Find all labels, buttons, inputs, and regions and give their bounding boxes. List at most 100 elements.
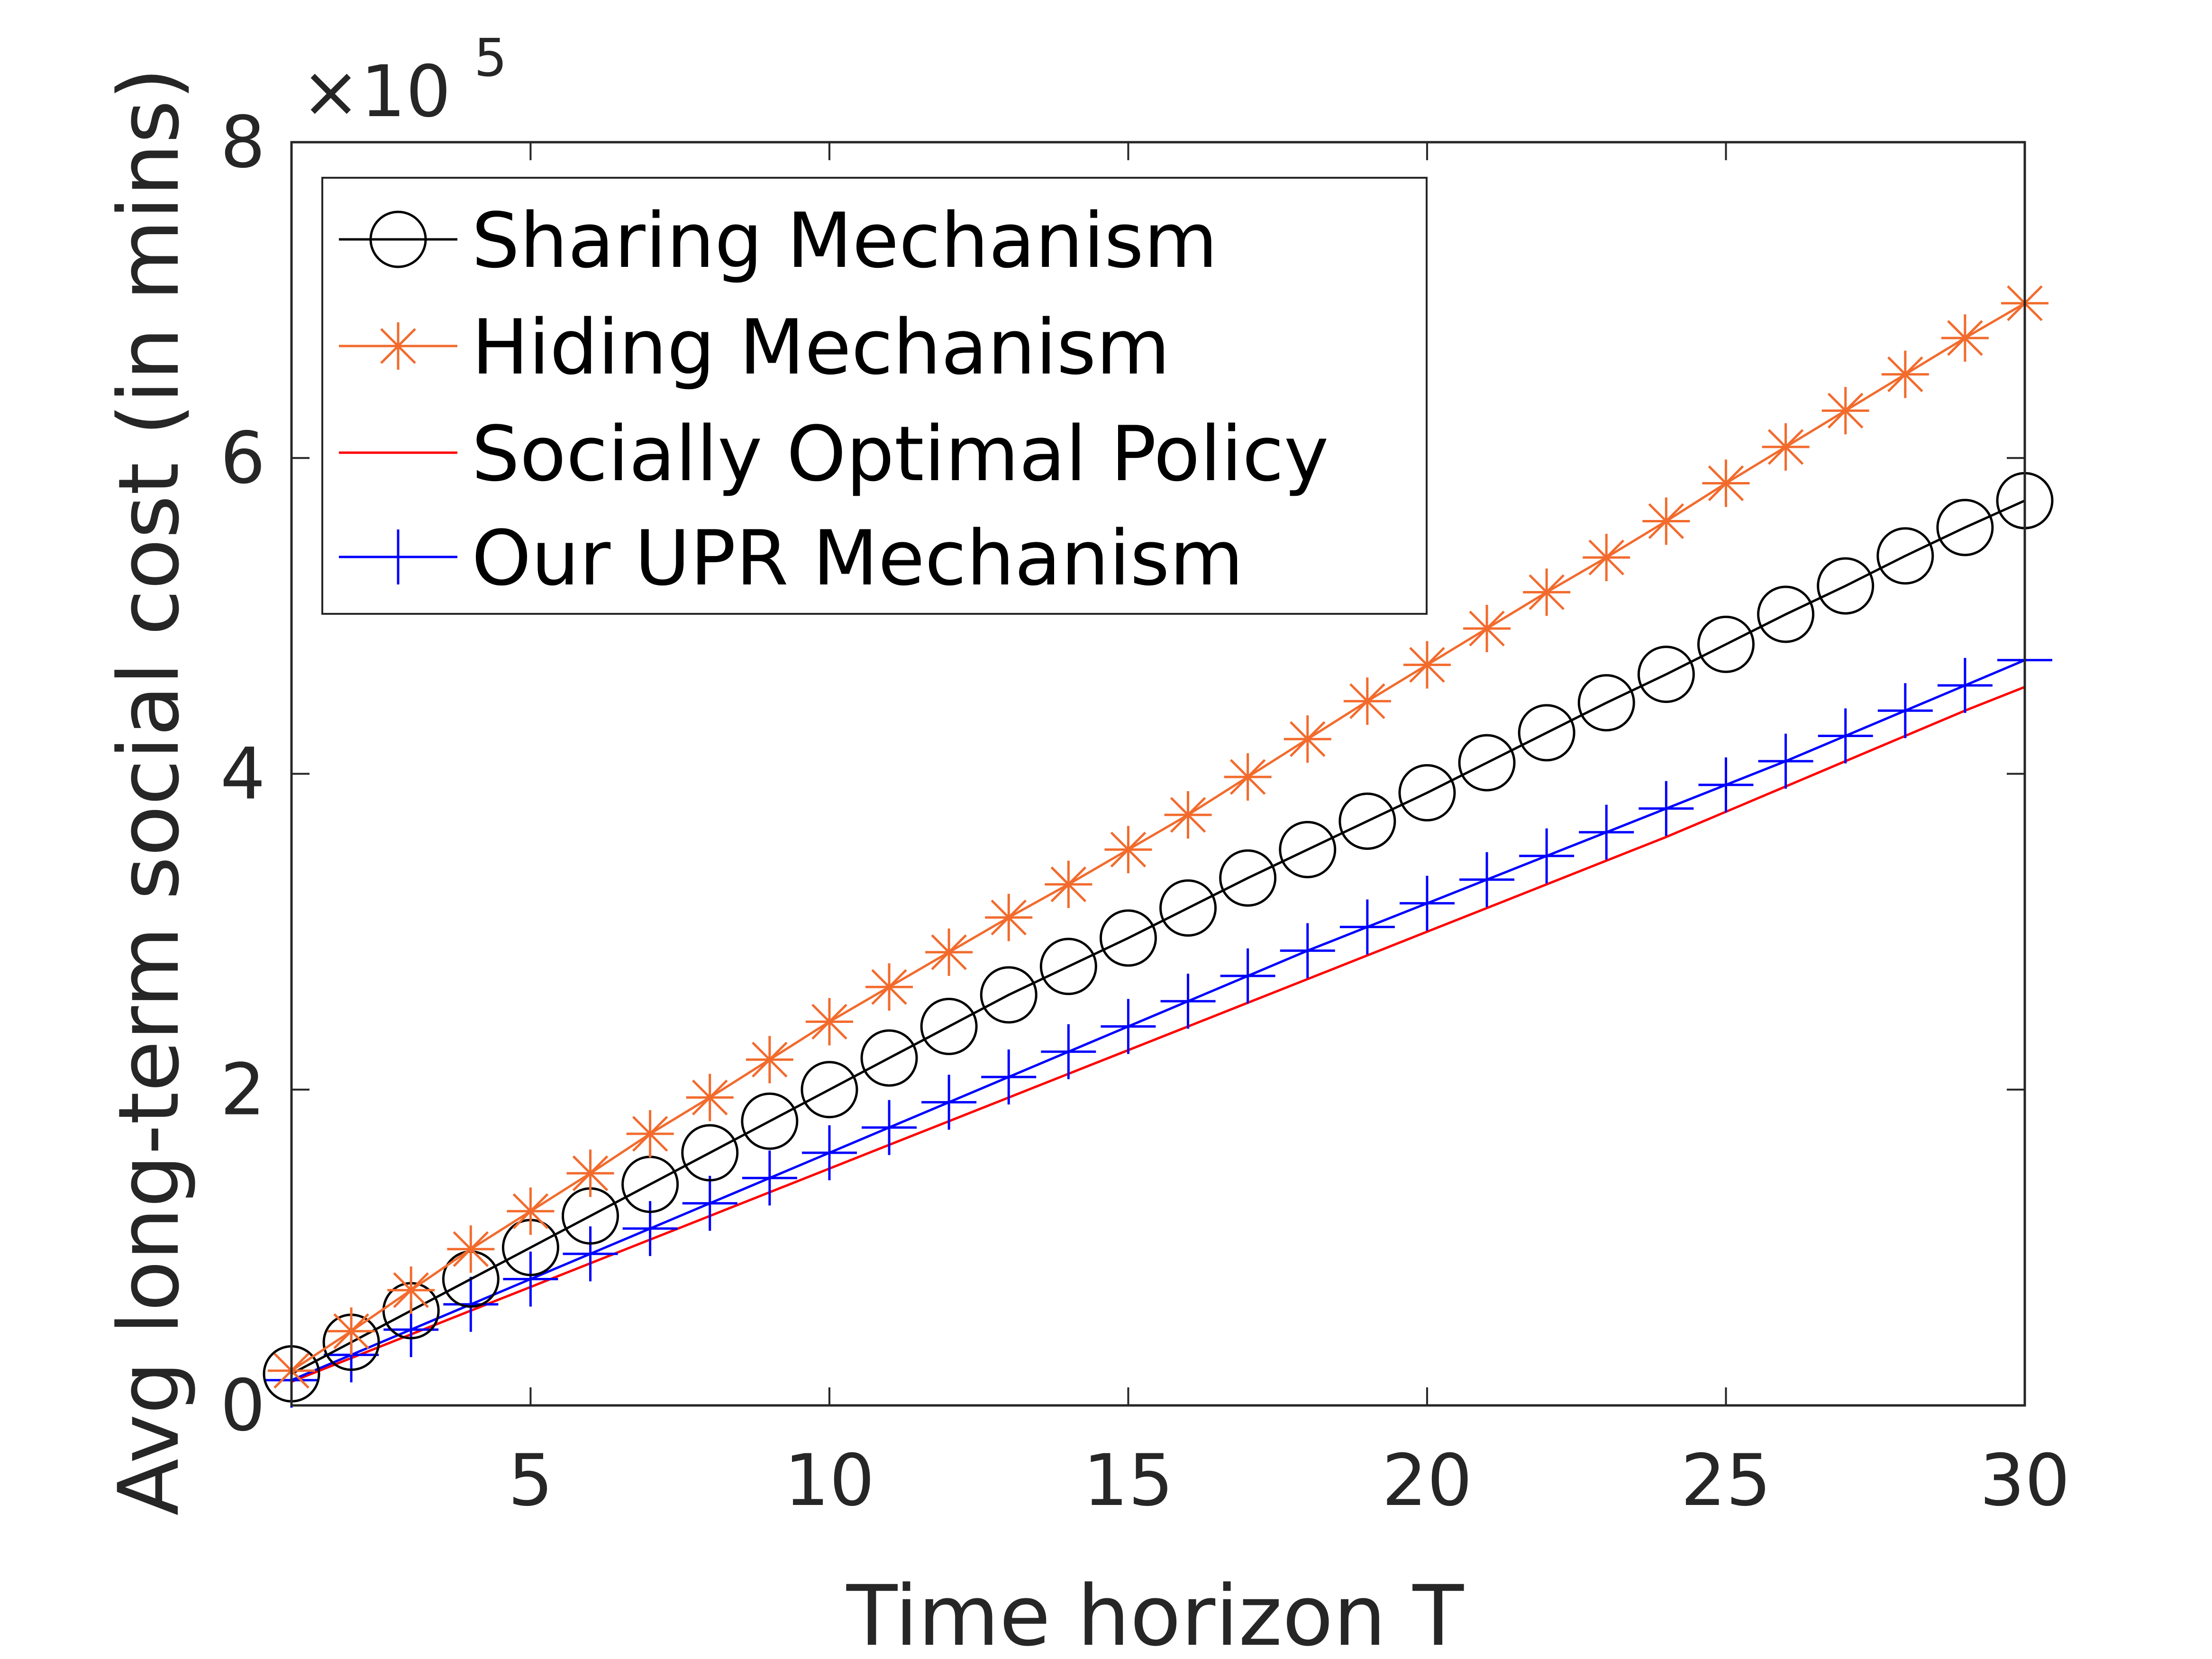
data-point-hiding-mechanism xyxy=(1104,826,1152,874)
data-point-sharing-mechanism xyxy=(801,1061,858,1119)
legend-label: Socially Optimal Policy xyxy=(472,410,1329,498)
y-tick-label: 4 xyxy=(220,733,265,816)
data-point-sharing-mechanism xyxy=(1936,499,1994,556)
data-point-our-upr-mechanism xyxy=(1877,683,1933,738)
data-point-our-upr-mechanism xyxy=(1160,974,1216,1029)
data-point-hiding-mechanism xyxy=(1642,497,1690,545)
data-point-hiding-mechanism xyxy=(626,1110,674,1158)
data-point-hiding-mechanism xyxy=(387,1266,435,1314)
data-point-our-upr-mechanism xyxy=(1698,757,1754,812)
x-axis-label: Time horizon T xyxy=(846,1568,1465,1659)
data-point-hiding-mechanism xyxy=(566,1149,614,1197)
data-point-sharing-mechanism xyxy=(1398,764,1456,821)
legend-label: Sharing Mechanism xyxy=(472,196,1218,285)
data-point-sharing-mechanism xyxy=(1159,879,1217,937)
data-point-our-upr-mechanism xyxy=(1101,999,1156,1054)
data-point-hiding-mechanism xyxy=(1941,314,1989,362)
data-point-hiding-mechanism xyxy=(925,928,973,976)
data-point-hiding-mechanism xyxy=(1881,350,1929,398)
series-our-upr-mechanism xyxy=(264,632,2052,1408)
data-point-hiding-mechanism xyxy=(1523,568,1571,616)
data-point-sharing-mechanism xyxy=(1099,909,1157,967)
data-point-sharing-mechanism xyxy=(1338,792,1396,850)
series-sharing-mechanism xyxy=(263,472,2054,1403)
data-point-our-upr-mechanism xyxy=(1459,852,1515,907)
series-hiding-mechanism xyxy=(268,279,2048,1395)
data-point-hiding-mechanism xyxy=(1403,641,1451,689)
legend-swatch-marker xyxy=(374,322,422,370)
data-point-sharing-mechanism xyxy=(1458,734,1516,792)
legend-entry: Sharing Mechanism xyxy=(339,196,1218,285)
series-line-our-upr-mechanism xyxy=(291,659,2025,1382)
data-point-sharing-mechanism xyxy=(1757,585,1815,643)
data-point-sharing-mechanism xyxy=(1039,938,1097,995)
y-axis-multiplier: ×10 xyxy=(301,51,451,133)
legend-label: Hiding Mechanism xyxy=(472,303,1170,392)
series-socially-optimal-policy xyxy=(291,685,2025,1383)
legend-swatch-marker xyxy=(369,210,427,268)
data-point-sharing-mechanism xyxy=(1577,674,1635,732)
data-point-our-upr-mechanism xyxy=(981,1049,1037,1105)
data-point-our-upr-mechanism xyxy=(1639,781,1694,836)
data-point-sharing-mechanism xyxy=(1518,704,1575,762)
data-point-hiding-mechanism xyxy=(447,1225,495,1273)
legend-swatch-marker xyxy=(371,529,426,584)
data-point-hiding-mechanism xyxy=(686,1074,734,1121)
data-point-our-upr-mechanism xyxy=(1399,875,1455,931)
legend-box xyxy=(321,177,1428,615)
x-tick-label: 20 xyxy=(1382,1440,1473,1522)
data-point-hiding-mechanism xyxy=(328,1307,375,1355)
series-layer xyxy=(263,279,2054,1408)
y-axis-exponent: 5 xyxy=(474,27,507,88)
data-point-our-upr-mechanism xyxy=(1041,1024,1096,1079)
y-tick-label: 2 xyxy=(220,1049,265,1131)
data-point-our-upr-mechanism xyxy=(622,1201,678,1256)
x-tick-label: 10 xyxy=(784,1440,874,1522)
data-point-sharing-mechanism xyxy=(920,998,978,1055)
axes-box xyxy=(290,141,2026,1407)
data-point-hiding-mechanism xyxy=(1224,753,1272,801)
data-point-hiding-mechanism xyxy=(805,998,853,1046)
data-point-our-upr-mechanism xyxy=(1339,899,1395,955)
data-point-our-upr-mechanism xyxy=(1758,733,1813,789)
data-point-hiding-mechanism xyxy=(1702,459,1750,507)
x-tick-label: 25 xyxy=(1681,1440,1771,1522)
data-point-hiding-mechanism xyxy=(1343,677,1391,725)
data-point-our-upr-mechanism xyxy=(1937,657,1993,713)
legend-entry: Hiding Mechanism xyxy=(339,303,1170,392)
data-point-sharing-mechanism xyxy=(1876,527,1934,585)
data-point-hiding-mechanism xyxy=(1045,860,1092,908)
data-point-our-upr-mechanism xyxy=(921,1075,977,1130)
data-point-sharing-mechanism xyxy=(860,1029,918,1087)
x-tick-label: 30 xyxy=(1980,1440,2070,1522)
y-tick-label: 0 xyxy=(220,1365,265,1447)
series-line-sharing-mechanism xyxy=(291,499,2026,1375)
data-point-hiding-mechanism xyxy=(1762,423,1810,471)
data-point-our-upr-mechanism xyxy=(563,1226,618,1282)
x-tick-label: 15 xyxy=(1083,1440,1174,1522)
y-axis-label: Avg long-term social cost (in mins) xyxy=(100,67,198,1515)
y-tick-label: 6 xyxy=(220,417,265,500)
data-point-hiding-mechanism xyxy=(1164,791,1212,839)
data-point-our-upr-mechanism xyxy=(862,1100,917,1155)
data-point-hiding-mechanism xyxy=(1463,605,1511,653)
data-point-sharing-mechanism xyxy=(1697,615,1755,673)
legend: Sharing Mechanism Hiding Mechanism Sociall… xyxy=(321,177,1428,615)
data-point-our-upr-mechanism xyxy=(443,1276,499,1332)
data-point-sharing-mechanism xyxy=(1279,820,1337,878)
data-point-sharing-mechanism xyxy=(1219,849,1277,907)
legend-entry: Socially Optimal Policy xyxy=(339,410,1329,498)
data-point-hiding-mechanism xyxy=(746,1036,793,1084)
data-point-hiding-mechanism xyxy=(1583,534,1630,582)
y-tick-label: 8 xyxy=(220,101,265,184)
data-point-sharing-mechanism xyxy=(980,966,1038,1024)
data-point-sharing-mechanism xyxy=(1817,557,1875,615)
data-point-our-upr-mechanism xyxy=(1818,708,1873,764)
legend-entry: Our UPR Mechanism xyxy=(339,514,1244,602)
data-point-our-upr-mechanism xyxy=(1519,828,1575,884)
data-point-our-upr-mechanism xyxy=(503,1251,558,1307)
data-point-our-upr-mechanism xyxy=(1220,948,1275,1003)
data-point-sharing-mechanism xyxy=(681,1124,739,1182)
data-point-hiding-mechanism xyxy=(507,1187,555,1235)
